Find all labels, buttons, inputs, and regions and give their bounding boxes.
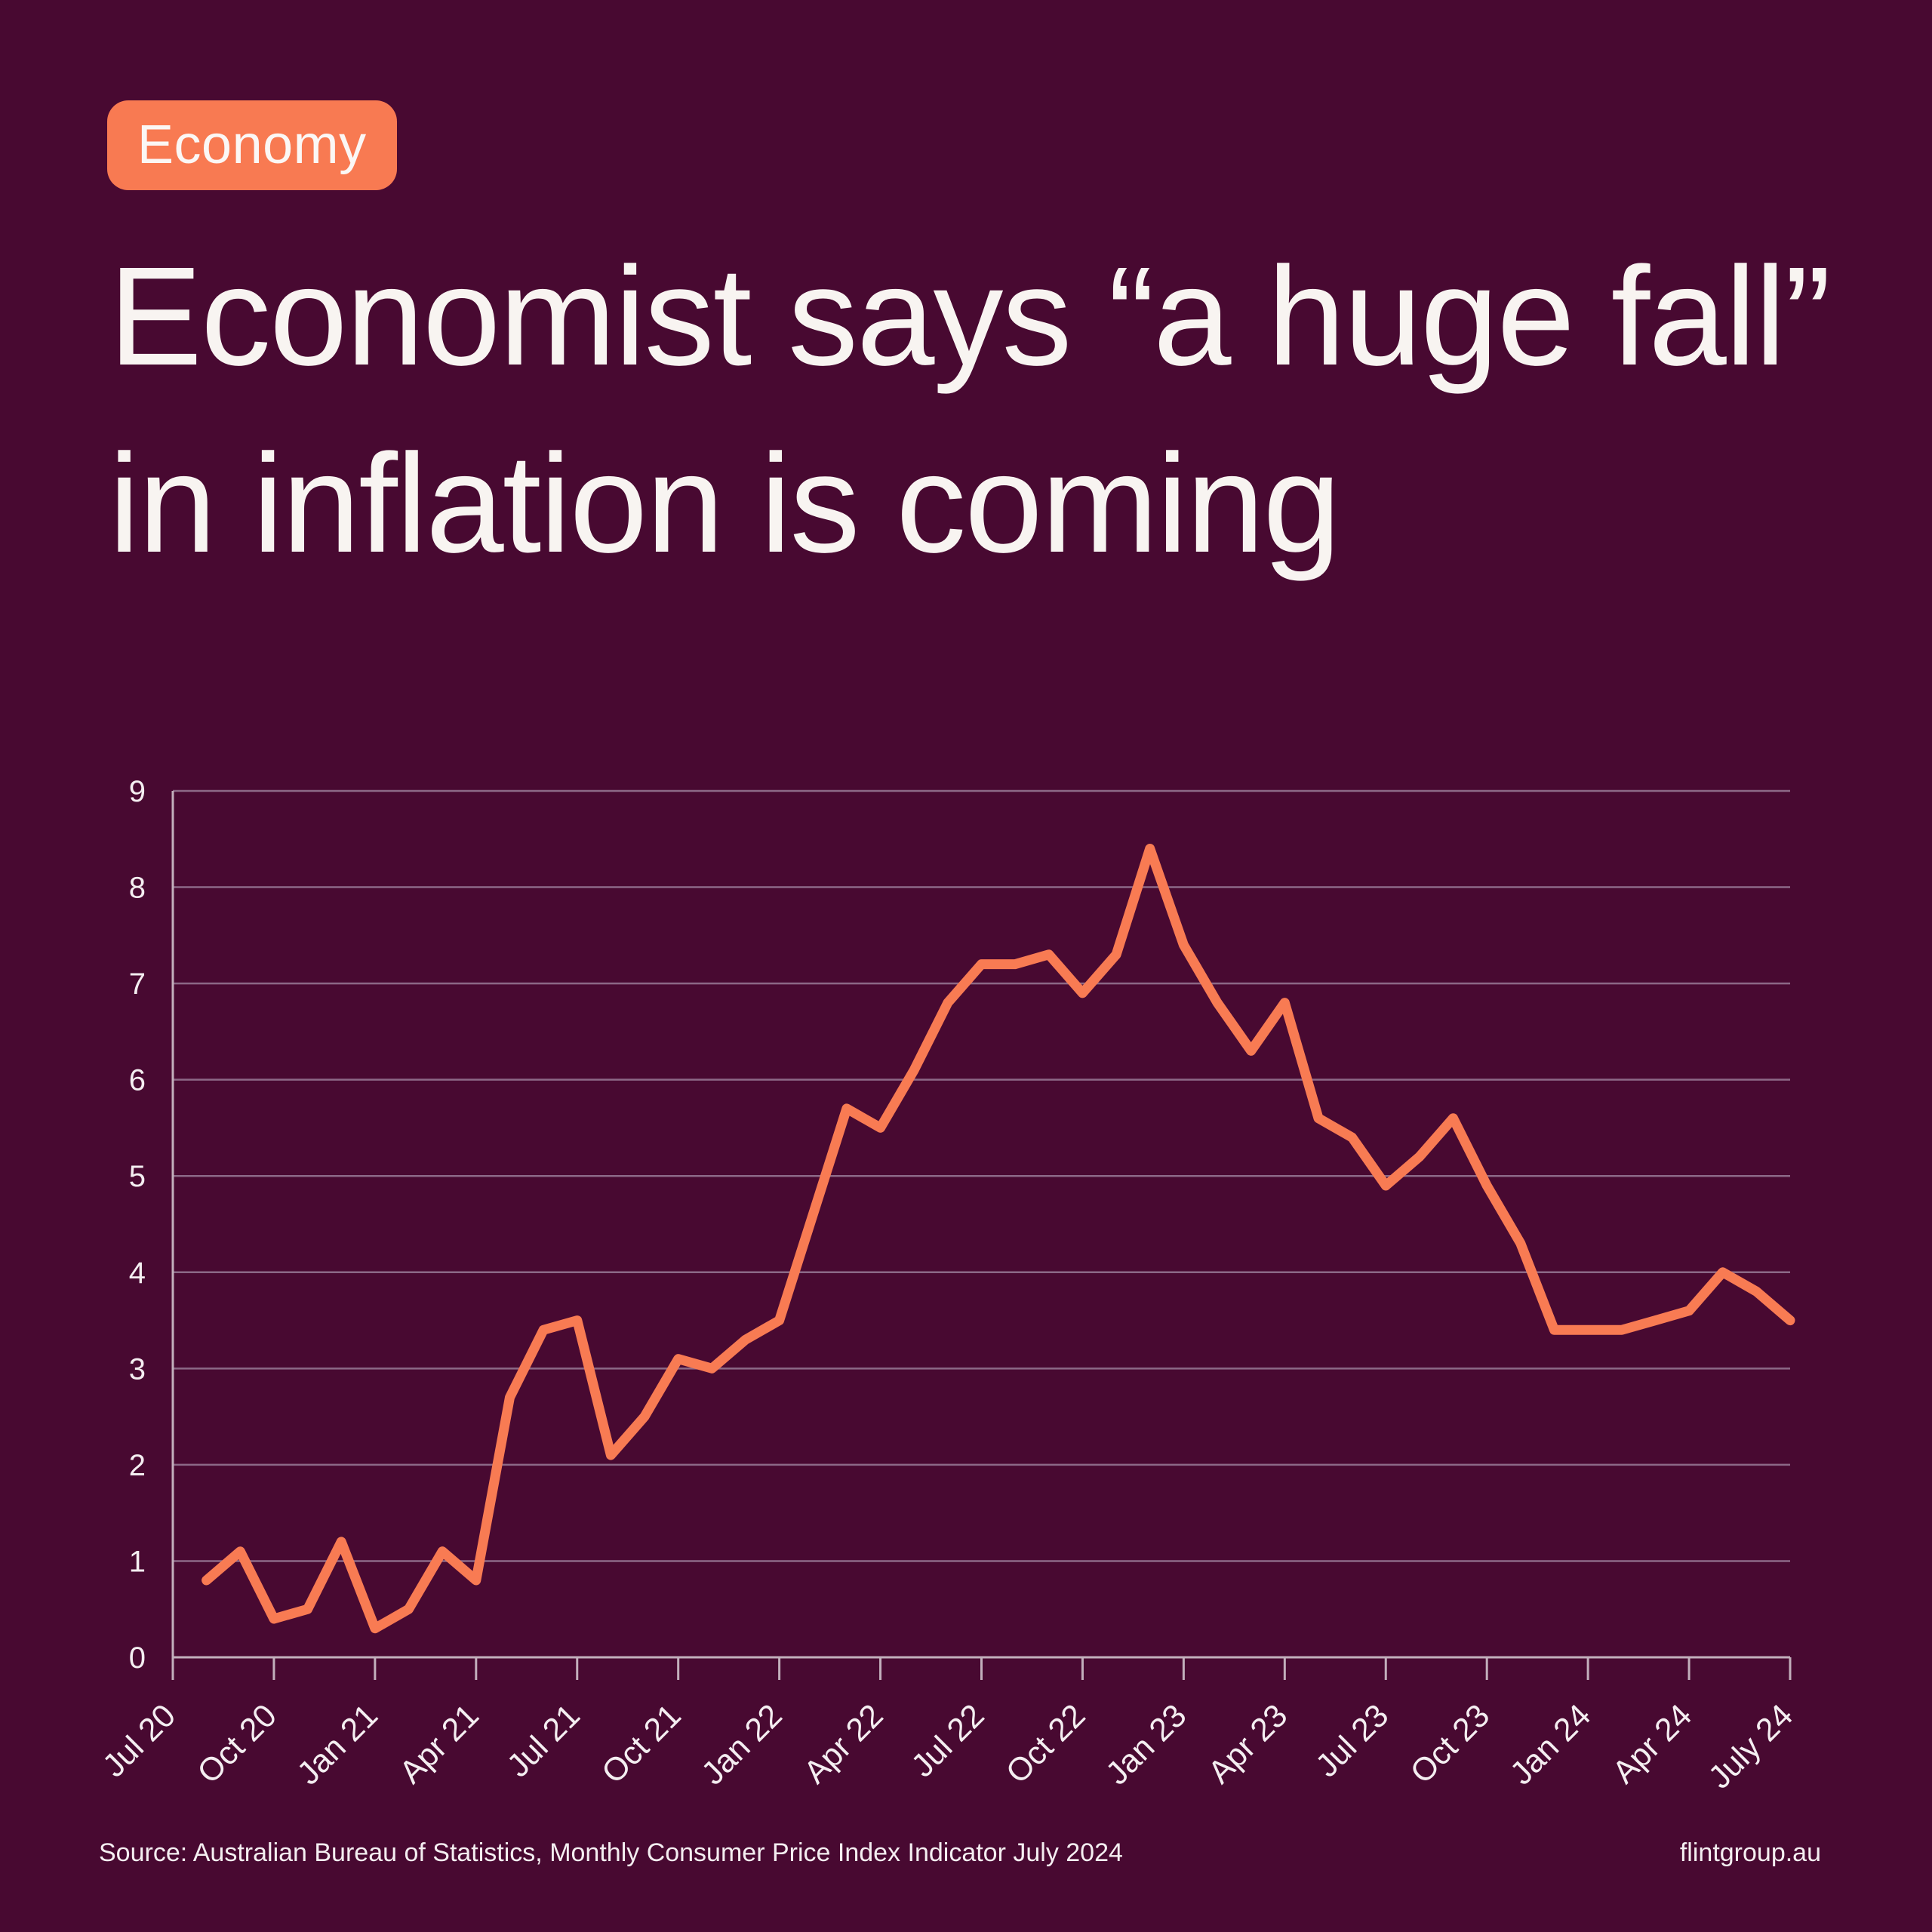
x-tick-label: Jan 21 — [291, 1697, 385, 1792]
headline-line-1: Economist says “a huge fall” — [109, 238, 1831, 395]
x-tick-label: Oct 21 — [595, 1697, 688, 1791]
y-tick-label: 6 — [129, 1064, 146, 1097]
x-tick-label: Jul 21 — [500, 1697, 587, 1784]
y-tick-label: 4 — [129, 1257, 146, 1290]
x-tick-label: Jul 22 — [904, 1697, 991, 1784]
brand-url: flintgroup.au — [1679, 1838, 1821, 1867]
x-tick-label: Jul 23 — [1309, 1697, 1395, 1784]
x-tick-label: Jan 22 — [694, 1697, 789, 1792]
x-tick-label: Oct 20 — [190, 1697, 284, 1791]
source-note: Source: Australian Bureau of Statistics,… — [99, 1838, 1123, 1867]
footer: Source: Australian Bureau of Statistics,… — [99, 1838, 1821, 1868]
x-tick-label: Oct 23 — [1404, 1697, 1497, 1791]
y-tick-label: 2 — [129, 1449, 146, 1482]
x-tick-label: Jul 20 — [96, 1697, 183, 1784]
y-tick-label: 3 — [129, 1352, 146, 1386]
page-title: Economist says “a huge fall” in inflatio… — [109, 223, 1844, 598]
x-tick-label: Apr 21 — [392, 1697, 486, 1791]
y-tick-label: 1 — [129, 1545, 146, 1578]
x-tick-label: Apr 24 — [1606, 1697, 1700, 1791]
y-tick-label: 9 — [129, 775, 146, 808]
y-tick-label: 7 — [129, 968, 146, 1001]
headline-line-2: in inflation is coming — [109, 426, 1341, 582]
inflation-line — [202, 844, 1795, 1634]
x-tick-label: Oct 22 — [999, 1697, 1093, 1791]
y-tick-label: 8 — [129, 872, 146, 905]
y-tick-label: 5 — [129, 1160, 146, 1193]
x-tick-label: July 24 — [1702, 1697, 1800, 1795]
category-badge: Economy — [107, 100, 397, 190]
x-tick-label: Apr 22 — [797, 1697, 891, 1791]
x-tick-label: Jan 24 — [1503, 1697, 1598, 1792]
y-tick-label: 0 — [129, 1641, 146, 1675]
x-tick-label: Jan 23 — [1099, 1697, 1193, 1792]
x-tick-label: Apr 23 — [1201, 1697, 1295, 1791]
